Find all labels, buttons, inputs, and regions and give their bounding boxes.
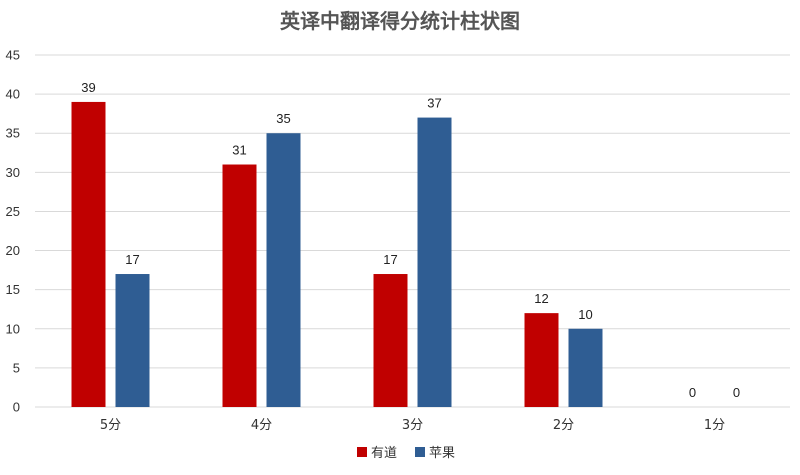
data-label: 31: [232, 143, 246, 158]
y-tick-label: 10: [6, 321, 20, 336]
data-label: 12: [534, 291, 548, 306]
x-tick-label: 5分: [100, 418, 121, 433]
y-tick-label: 5: [13, 360, 20, 375]
legend-swatch: [415, 447, 425, 457]
y-tick-label: 30: [6, 165, 20, 180]
bars: [71, 101, 603, 408]
y-tick-label: 45: [6, 48, 20, 63]
data-label: 35: [276, 111, 290, 126]
y-axis-ticks: 0 5 10 15 20 25 30 35 40 45: [6, 48, 20, 415]
data-label: 17: [383, 252, 397, 267]
x-tick-label: 1分: [704, 418, 725, 433]
gridlines: [35, 54, 790, 408]
data-labels: 39 17 31 35 17 37 12 10 0 0: [81, 80, 740, 400]
legend-label: 有道: [371, 446, 397, 461]
x-tick-label: 3分: [402, 418, 423, 433]
bar: [71, 101, 106, 407]
legend: 有道 苹果: [357, 446, 455, 461]
bar: [266, 133, 301, 407]
y-tick-label: 0: [13, 400, 20, 415]
x-tick-label: 4分: [251, 418, 272, 433]
x-tick-label: 2分: [553, 418, 574, 433]
x-axis-labels: 5分 4分 3分 2分 1分: [100, 418, 725, 433]
y-tick-label: 35: [6, 126, 20, 141]
y-tick-label: 15: [6, 282, 20, 297]
bar: [568, 328, 603, 407]
y-tick-label: 20: [6, 243, 20, 258]
bar: [524, 313, 559, 407]
bar: [417, 117, 452, 408]
chart-title: 英译中翻译得分统计柱状图: [280, 9, 520, 33]
data-label: 10: [578, 307, 592, 322]
legend-swatch: [357, 447, 367, 457]
legend-label: 苹果: [429, 446, 455, 461]
data-label: 0: [689, 385, 696, 400]
bar: [222, 164, 257, 407]
bar: [115, 274, 150, 407]
data-label: 37: [427, 96, 441, 111]
y-tick-label: 25: [6, 204, 20, 219]
data-label: 39: [81, 80, 95, 95]
data-label: 17: [125, 252, 139, 267]
y-tick-label: 40: [6, 87, 20, 102]
bar: [373, 274, 408, 407]
data-label: 0: [733, 385, 740, 400]
